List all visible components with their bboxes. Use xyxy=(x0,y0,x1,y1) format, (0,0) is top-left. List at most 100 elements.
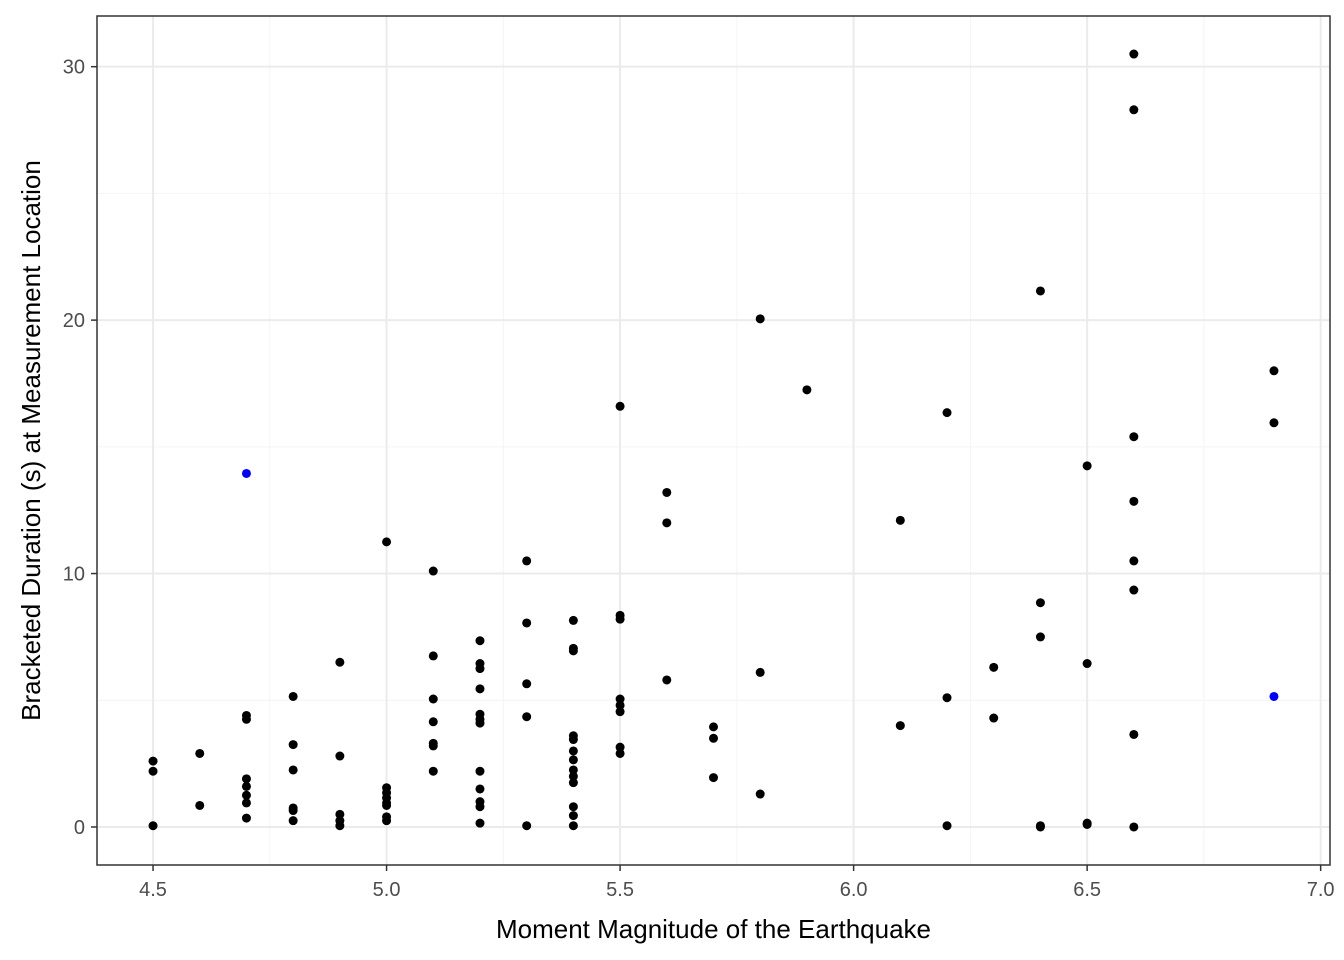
data-point xyxy=(241,774,251,784)
data-point xyxy=(522,556,532,566)
data-point xyxy=(662,487,672,497)
data-point xyxy=(195,800,205,810)
data-point xyxy=(475,818,485,828)
data-point xyxy=(568,735,578,745)
data-point xyxy=(428,651,438,661)
x-tick-label: 5.0 xyxy=(373,879,401,901)
data-point xyxy=(615,742,625,752)
data-point xyxy=(382,537,392,547)
data-point xyxy=(428,566,438,576)
data-point xyxy=(428,694,438,704)
data-point xyxy=(1129,496,1139,506)
y-tick-label: 0 xyxy=(74,817,85,839)
y-axis-title: Bracketed Duration (s) at Measurement Lo… xyxy=(16,160,46,721)
data-point xyxy=(428,717,438,727)
data-point xyxy=(148,756,158,766)
data-point xyxy=(522,679,532,689)
y-tick-label: 20 xyxy=(63,310,85,332)
data-point xyxy=(1129,729,1139,739)
data-point xyxy=(475,802,485,812)
data-point xyxy=(615,694,625,704)
panel-border xyxy=(96,15,1331,866)
data-point xyxy=(522,712,532,722)
data-point xyxy=(615,748,625,758)
data-point xyxy=(568,821,578,831)
data-point xyxy=(615,707,625,717)
data-point xyxy=(709,733,718,743)
data-point xyxy=(148,766,158,776)
data-point xyxy=(615,614,625,624)
data-point xyxy=(568,755,578,765)
data-point xyxy=(1035,286,1045,296)
data-points xyxy=(148,49,1279,832)
data-point xyxy=(942,408,952,418)
y-axis: 0 10 20 30 xyxy=(63,57,97,839)
data-point xyxy=(1129,585,1139,595)
data-point xyxy=(755,789,765,799)
data-point xyxy=(241,798,251,808)
data-point xyxy=(288,806,298,816)
data-point xyxy=(475,636,485,646)
data-point xyxy=(568,746,578,756)
data-point xyxy=(568,771,578,781)
data-point xyxy=(1129,432,1139,442)
data-point xyxy=(335,657,345,667)
data-point xyxy=(755,314,765,324)
data-point xyxy=(615,401,625,411)
data-point xyxy=(568,802,578,812)
x-tick-label: 5.5 xyxy=(606,879,634,901)
data-point xyxy=(475,684,485,694)
data-point xyxy=(241,790,251,800)
data-point xyxy=(335,809,345,819)
data-point xyxy=(895,515,905,525)
data-point xyxy=(475,784,485,794)
data-point xyxy=(522,821,532,831)
data-point xyxy=(241,468,251,478)
data-point xyxy=(1269,418,1279,428)
data-point xyxy=(568,778,578,788)
data-point xyxy=(1082,659,1092,669)
x-tick-label: 6.0 xyxy=(840,879,868,901)
data-point xyxy=(288,816,298,826)
y-tick-label: 10 xyxy=(63,564,85,586)
data-point xyxy=(335,821,345,831)
data-point xyxy=(288,765,298,775)
data-point xyxy=(942,821,952,831)
data-point xyxy=(1269,691,1279,701)
data-point xyxy=(1035,598,1045,608)
x-axis-title: Moment Magnitude of the Earthquake xyxy=(496,914,931,944)
data-point xyxy=(568,765,578,775)
data-point xyxy=(755,667,765,677)
data-point xyxy=(1082,461,1092,471)
data-point xyxy=(428,766,438,776)
data-point xyxy=(568,811,578,821)
data-point xyxy=(522,618,532,628)
data-point xyxy=(288,740,298,750)
data-point xyxy=(1129,105,1139,115)
data-point xyxy=(382,800,392,810)
x-tick-label: 4.5 xyxy=(139,879,167,901)
data-point xyxy=(1129,822,1139,832)
data-point xyxy=(568,646,578,656)
data-point xyxy=(148,821,158,831)
data-point xyxy=(428,741,438,751)
data-point xyxy=(1129,49,1139,59)
y-tick-label: 30 xyxy=(63,57,85,79)
data-point xyxy=(942,693,952,703)
data-point xyxy=(475,766,485,776)
data-point xyxy=(241,714,251,724)
data-point xyxy=(195,748,205,758)
data-point xyxy=(662,675,672,685)
data-point xyxy=(1035,822,1045,832)
data-point xyxy=(288,691,298,701)
data-point xyxy=(989,713,999,723)
data-point xyxy=(615,700,625,710)
data-point xyxy=(709,722,718,732)
data-point xyxy=(475,664,485,674)
data-point xyxy=(335,751,345,761)
data-point xyxy=(382,816,392,826)
data-point xyxy=(1269,366,1279,376)
data-point xyxy=(989,662,999,672)
